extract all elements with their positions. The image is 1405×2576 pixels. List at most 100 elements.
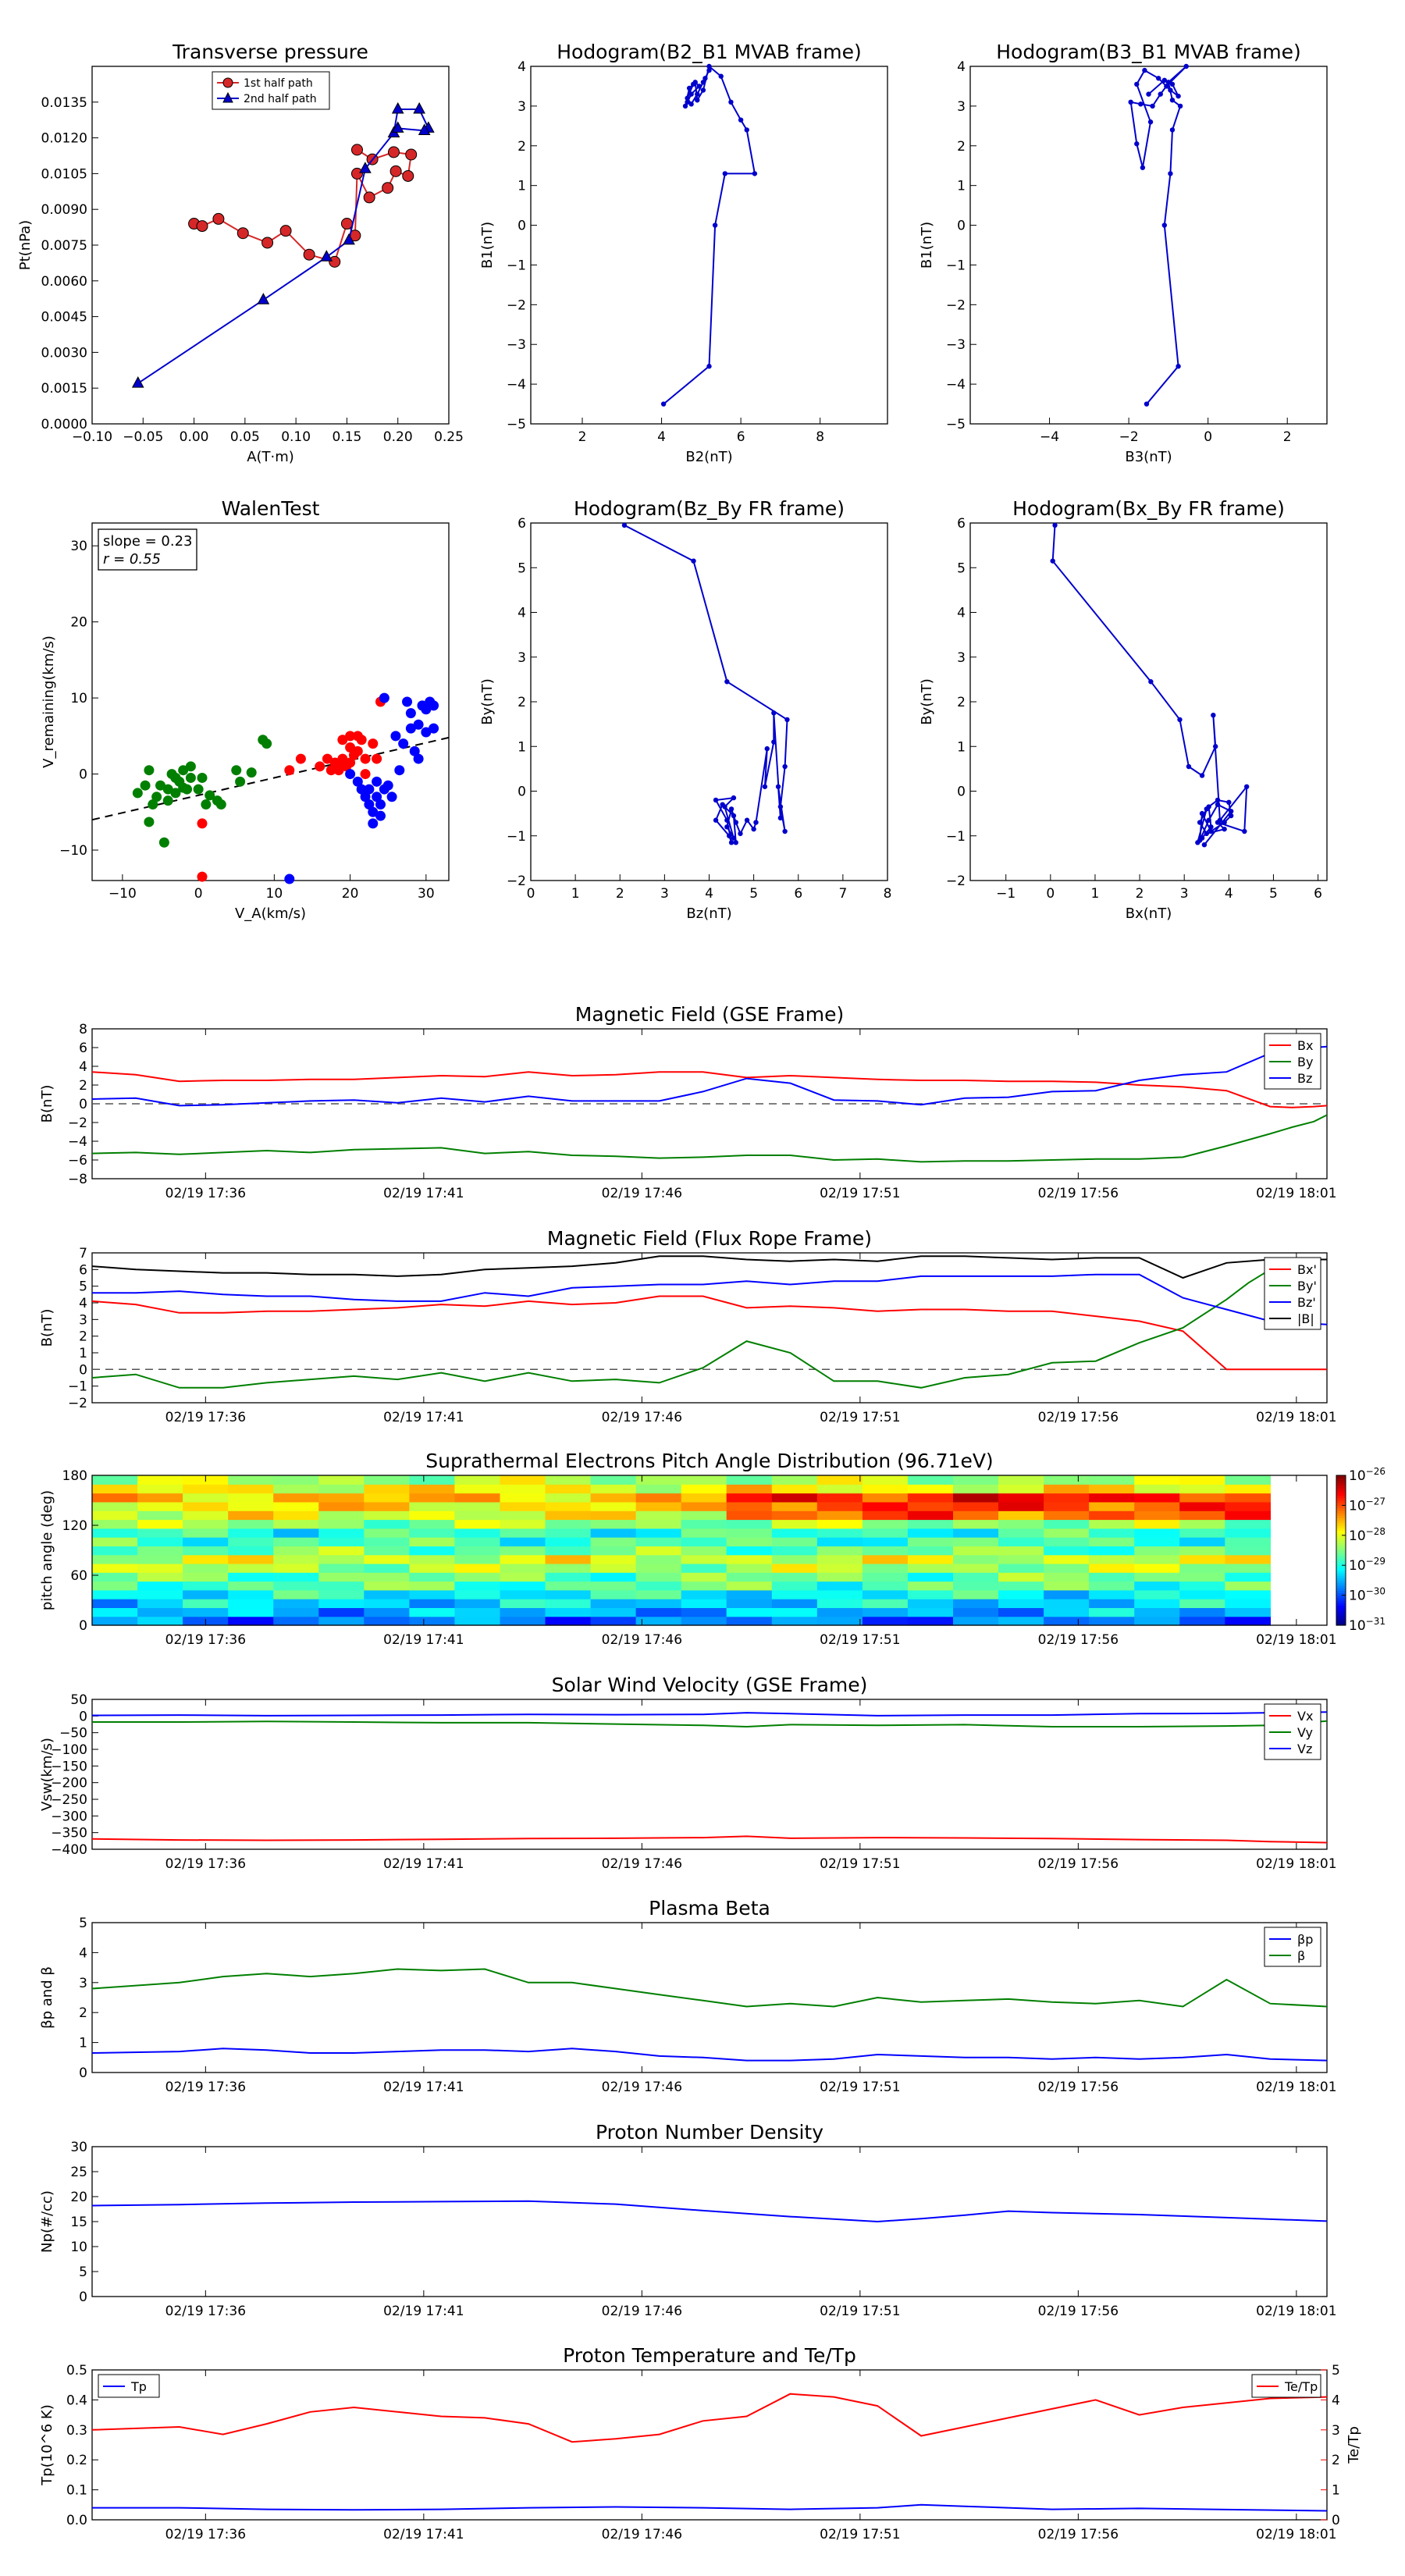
walen-test-point (345, 731, 356, 742)
pitch-angle-cell (1134, 1581, 1180, 1591)
pitch-angle-cell (364, 1519, 410, 1529)
pitch-angle-cell (183, 1484, 229, 1494)
pitch-angle-cell (273, 1528, 319, 1538)
pitch-angle-cell (454, 1501, 501, 1511)
pitch-angle-cell (635, 1493, 682, 1503)
pitch-angle-cell (545, 1519, 592, 1529)
hodogram-b3-b1-title: Hodogram(B3_B1 MVAB frame) (996, 41, 1301, 63)
pitch-angle-cell (92, 1528, 138, 1538)
pitch-angle-cell (998, 1572, 1044, 1582)
hodogram-bz-by-x-tick-label: 5 (749, 886, 758, 902)
sw-velocity-y-tick-label: −100 (51, 1742, 87, 1758)
pitch-angle-cell (681, 1537, 727, 1546)
pitch-angle-cell (771, 1554, 818, 1564)
pitch-angle-cell (816, 1599, 863, 1608)
mag-fr-y-tick-label: 4 (79, 1296, 87, 1311)
pitch-angle-cell (318, 1546, 365, 1556)
pitch-angle-colorbar-label: 10−31 (1349, 1616, 1385, 1634)
hodogram-b3-b1-point (1155, 76, 1161, 81)
pitch-angle-cell (1134, 1528, 1180, 1538)
pitch-angle-cell (183, 1546, 229, 1556)
transverse-pressure-point (402, 169, 414, 182)
walen-test-point (148, 799, 158, 810)
hodogram-b3-b1-y-tick-label: 4 (957, 59, 966, 75)
pitch-angle-cell (92, 1607, 138, 1617)
pitch-angle-cell (137, 1510, 183, 1521)
hodogram-b3-b1-point (1138, 101, 1144, 107)
pitch-angle-cell (907, 1599, 954, 1608)
walen-test-point (333, 765, 344, 776)
walen-test-point (182, 784, 193, 795)
pitch-angle-cell (1179, 1599, 1225, 1608)
pitch-angle-cell (1134, 1537, 1180, 1546)
hodogram-bx-by-ylabel: By(nT) (919, 678, 935, 724)
pitch-angle-cell (590, 1616, 637, 1626)
pitch-angle-cell (364, 1537, 410, 1546)
pitch-angle-cell (1089, 1501, 1135, 1511)
pitch-angle-colorbar-label: 10−26 (1349, 1466, 1385, 1484)
pitch-angle-cell (409, 1589, 456, 1599)
hodogram-bz-by-x-tick-label: 3 (660, 886, 669, 902)
pitch-angle-cell (816, 1589, 863, 1599)
pitch-angle-colorbar-cell (1336, 1590, 1346, 1593)
mag-gse-plot-area (92, 1045, 1327, 1163)
pitch-angle-cell (681, 1563, 727, 1573)
plasma-beta-y-tick-label: 4 (79, 1945, 87, 1961)
pitch-angle-cell (454, 1537, 501, 1546)
sw-velocity-series-2-line (92, 1711, 1327, 1717)
hodogram-b2-b1-point (700, 80, 706, 85)
hodogram-bz-by-y-tick-label: 3 (518, 650, 526, 666)
sw-velocity-title: Solar Wind Velocity (GSE Frame) (552, 1674, 868, 1696)
transverse-pressure-point (405, 148, 418, 161)
plasma-beta-legend-label: β (1297, 1948, 1305, 1963)
pitch-angle-cell (1225, 1519, 1271, 1529)
hodogram-bx-by-x-tick-label: 3 (1180, 886, 1189, 902)
pitch-angle-cell (726, 1581, 773, 1591)
transverse-pressure-y-tick-label: 0.0000 (41, 417, 87, 432)
pitch-angle-colorbar-cell (1336, 1493, 1346, 1496)
pitch-angle-cell (273, 1501, 319, 1511)
pitch-angle-colorbar-frame (1336, 1475, 1346, 1626)
pitch-angle-cell (92, 1475, 138, 1485)
pitch-angle-cell (273, 1572, 319, 1582)
pitch-angle-cell (137, 1616, 183, 1626)
pitch-angle-colorbar-base: 10 (1349, 1468, 1366, 1484)
pitch-angle-cell (228, 1554, 274, 1564)
pitch-angle-cell (771, 1616, 818, 1626)
pitch-angle-cell (1044, 1599, 1090, 1608)
pitch-angle-cell (681, 1510, 727, 1521)
pitch-angle-cell (998, 1493, 1044, 1503)
pitch-angle-colorbar-exp: −28 (1366, 1526, 1385, 1537)
pitch-angle-cell (183, 1493, 229, 1503)
pitch-angle-cell (183, 1581, 229, 1591)
hodogram-bx-by-point (1215, 797, 1221, 803)
pitch-angle-cell (1134, 1501, 1180, 1511)
walen-test-point (162, 784, 173, 795)
sw-velocity-ylabel: Vsw(km/s) (39, 1738, 55, 1811)
pitch-angle-cell (1044, 1607, 1090, 1617)
hodogram-bx-by-y-tick-label: 2 (957, 695, 966, 710)
pitch-angle-cell (726, 1501, 773, 1511)
walen-test-point (235, 776, 246, 787)
pitch-angle-cell (953, 1475, 999, 1485)
pitch-angle-cell (635, 1528, 682, 1538)
pitch-angle-cell (726, 1616, 773, 1626)
pitch-angle-cell (545, 1475, 592, 1485)
pitch-angle-cell (500, 1589, 546, 1599)
proton-temperature-y2-tick-label: 5 (1332, 2363, 1340, 2379)
pitch-angle-x-tick-label: 02/19 17:41 (383, 1632, 464, 1648)
pitch-angle-colorbar-cell (1336, 1542, 1346, 1546)
pitch-angle-cell (635, 1554, 682, 1564)
mag-gse-y-tick-label: 2 (79, 1078, 87, 1094)
walen-test-point (413, 719, 424, 730)
mag-fr-series-2-line (92, 1273, 1327, 1325)
hodogram-b2-b1-point (738, 117, 744, 123)
hodogram-bx-by-point (1197, 820, 1203, 825)
mag-gse-series-2-line (92, 1045, 1327, 1107)
proton-density-ylabel: Np(#/cc) (39, 2190, 55, 2253)
pitch-angle-colorbar-cell (1336, 1615, 1346, 1618)
hodogram-bx-by-y-tick-label: 0 (957, 785, 966, 800)
walen-test-point (409, 745, 420, 756)
walen-test-point (372, 753, 382, 764)
pitch-angle-cell (1089, 1581, 1135, 1591)
